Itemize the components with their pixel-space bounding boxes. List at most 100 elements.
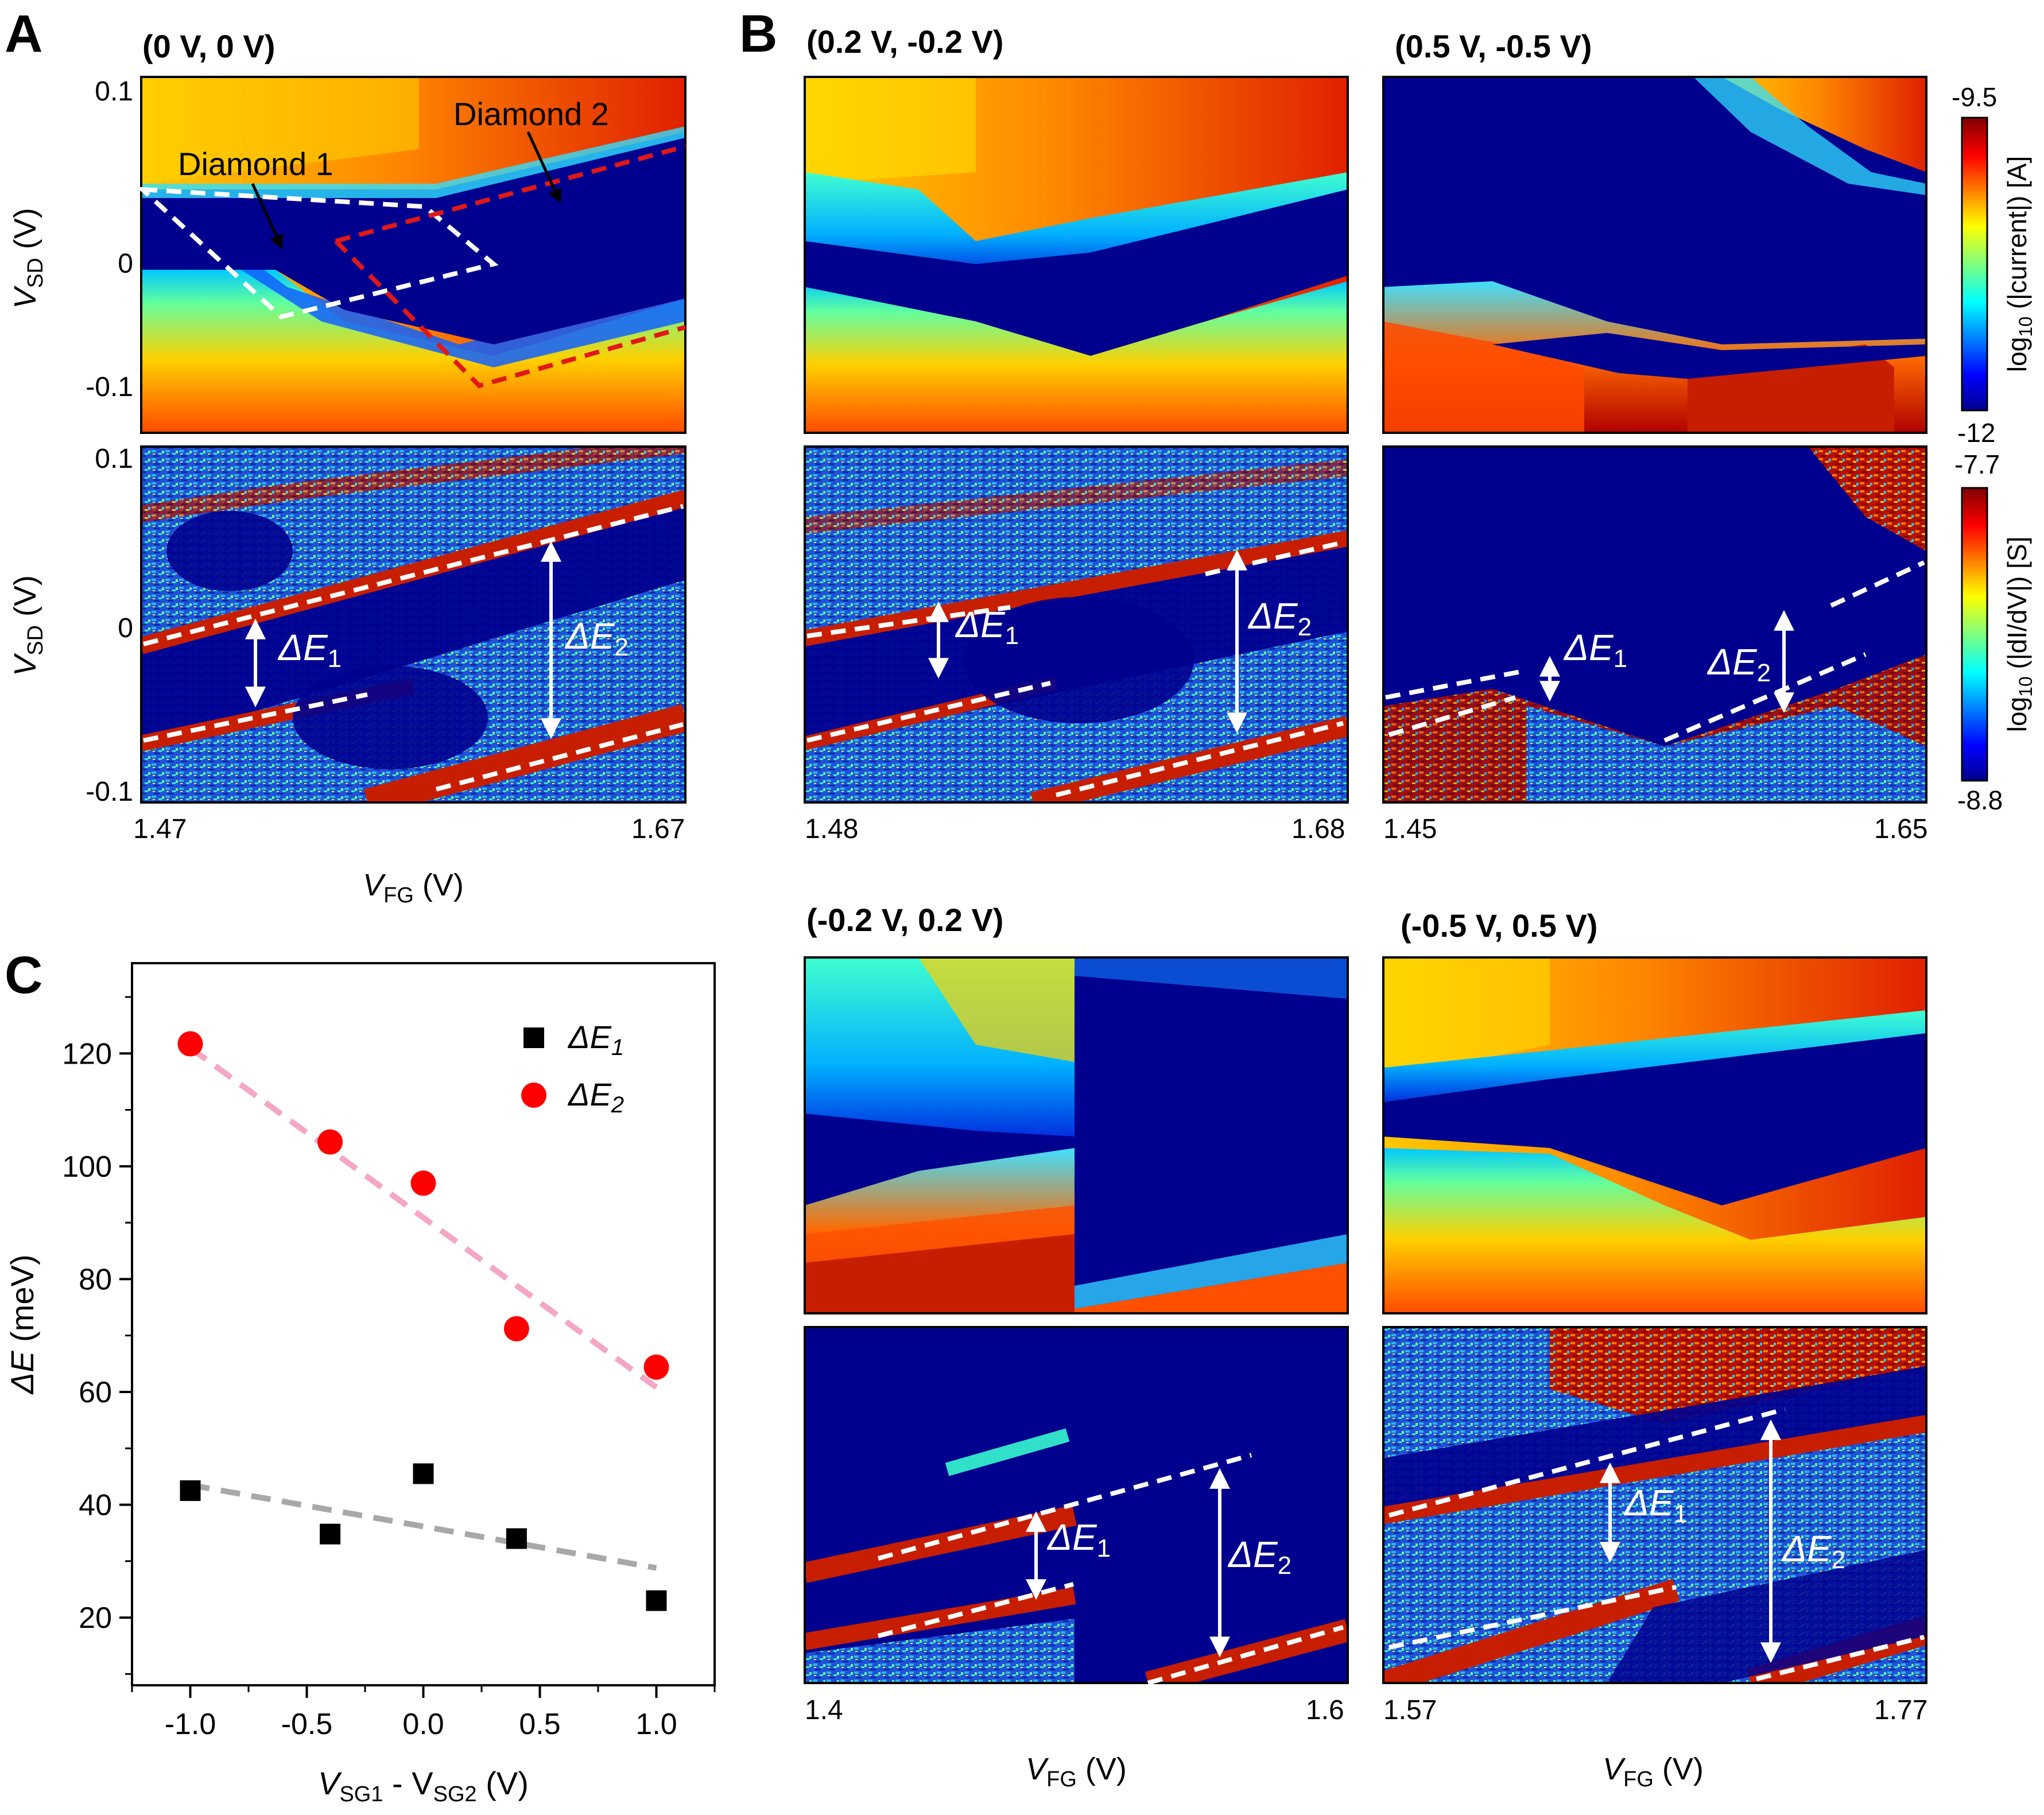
panel-b2-fit-line-2 — [1388, 695, 1516, 737]
data-point-de2 — [317, 1129, 343, 1155]
x-tick-label: 0.0 — [402, 1708, 444, 1741]
panel-a-xlabel: VFG (V) — [363, 868, 464, 908]
scatter-fit-lines — [188, 1045, 658, 1571]
panel-letter-c: C — [5, 946, 42, 1005]
y-tick-label: 40 — [79, 1489, 112, 1522]
legend-label-1: ΔE1 — [567, 1019, 624, 1060]
panel-b3-de2-label: ΔE2 — [1227, 1534, 1291, 1580]
current-colorbar — [1961, 117, 1988, 412]
panel-b3-fit-line-1 — [877, 1453, 1252, 1561]
diamond-2-label: Diamond 2 — [453, 96, 609, 132]
panel-b1-conductance-frame — [804, 445, 1349, 804]
data-point-de1 — [413, 1463, 434, 1484]
data-point-de1 — [320, 1523, 341, 1545]
panel-b1-fit-line-3 — [1056, 721, 1344, 797]
data-point-de1 — [180, 1480, 201, 1501]
scatter-ylabel: ΔE (meV) — [4, 1255, 40, 1395]
current-colorbar-bottom: -12 — [1957, 418, 1995, 448]
panel-b4-fit-line-3 — [1756, 1635, 1925, 1681]
fit-line-2 — [188, 1045, 658, 1390]
panel-b3-de1-label: ΔE1 — [1046, 1517, 1111, 1562]
panel-a2-ytick-bottom: -0.1 — [86, 777, 133, 807]
panel-b3-fit-line-3 — [1147, 1625, 1344, 1685]
panel-b2-conductance-frame — [1382, 445, 1927, 804]
panel-b4-current-frame — [1382, 956, 1927, 1314]
scatter-points — [177, 1031, 669, 1611]
panel-b4-conductance-frame — [1382, 1326, 1927, 1684]
x-tick-label: -0.5 — [281, 1708, 333, 1741]
panel-b4-title: (-0.5 V, 0.5 V) — [1401, 908, 1597, 944]
scatter-xlabel: VSG1 - VSG2 (V) — [318, 1765, 529, 1806]
y-tick-label: 60 — [79, 1376, 112, 1409]
panel-b2-xtick-right: 1.65 — [1874, 814, 1927, 844]
legend-marker-de2 — [521, 1083, 546, 1108]
panel-b1-xtick-left: 1.48 — [805, 814, 858, 844]
diamond-1-label: Diamond 1 — [178, 146, 333, 182]
panel-b1-xtick-right: 1.68 — [1291, 814, 1345, 844]
panel-b1-fit-line-1 — [806, 540, 1344, 638]
x-tick-label: 1.0 — [635, 1708, 677, 1741]
panel-b2-xtick-left: 1.45 — [1383, 814, 1437, 844]
panel-b2-conductance-map — [1383, 447, 1926, 802]
current-colorbar-label: log10 (|current|) [A] — [2002, 156, 2036, 373]
data-point-de2 — [643, 1354, 669, 1380]
panel-a-current-map — [141, 77, 685, 433]
panel-b3-current-frame — [804, 956, 1349, 1314]
panel-b3-title: (-0.2 V, 0.2 V) — [806, 902, 1003, 938]
panel-b3-fit-line-2 — [877, 1582, 1075, 1638]
panel-a-xtick-right: 1.67 — [631, 814, 685, 844]
y-tick-label: 120 — [62, 1037, 112, 1071]
data-point-de2 — [410, 1170, 436, 1196]
panel-b2-current-map — [1383, 77, 1926, 433]
panel-b2-fit-line-3 — [1663, 652, 1867, 743]
y-tick-label: 80 — [79, 1263, 112, 1296]
conductance-colorbar-top: -7.7 — [1954, 449, 2000, 479]
panel-a-ytick-top: 0.1 — [95, 76, 133, 107]
legend-marker-de1 — [523, 1027, 544, 1048]
panel-letter-a: A — [5, 5, 42, 63]
panel-b4-fit-line-1 — [1388, 1407, 1786, 1518]
data-point-de1 — [646, 1590, 667, 1611]
panel-letter-b: B — [739, 5, 777, 63]
panel-b4-xlabel: VFG (V) — [1603, 1752, 1704, 1791]
panel-b2-title: (0.5 V, -0.5 V) — [1395, 28, 1592, 64]
conductance-colorbar-label: log10 (|dI/dV|) [S] — [2002, 537, 2036, 732]
panel-b3-xlabel: VFG (V) — [1026, 1752, 1127, 1791]
diamond-2-arrow — [526, 131, 562, 204]
panel-b4-xtick-left: 1.57 — [1383, 1695, 1437, 1725]
panel-a2-ytick-mid: 0 — [118, 613, 133, 643]
panel-a-fit-line-2 — [143, 692, 368, 743]
y-tick-label: 20 — [79, 1601, 112, 1635]
panel-a-ylabel-top: VSD (V) — [8, 208, 48, 309]
conductance-colorbar — [1961, 487, 1988, 782]
current-colorbar-top: -9.5 — [1952, 82, 1997, 112]
panel-b1-current-frame — [804, 76, 1349, 434]
panel-a-de1-label: ΔE1 — [277, 627, 342, 673]
legend-label-2: ΔE2 — [567, 1076, 624, 1118]
data-point-de1 — [506, 1528, 527, 1549]
panel-b2-current-frame — [1382, 76, 1927, 434]
panel-a-ytick-bottom: -0.1 — [86, 372, 133, 402]
data-point-de2 — [177, 1031, 203, 1057]
panel-b2-fit-line-4 — [1830, 560, 1925, 608]
fit-line-1 — [189, 1482, 657, 1571]
panel-b3-conductance-frame — [804, 1326, 1349, 1684]
panel-b4-fit-line-2 — [1388, 1585, 1677, 1650]
panel-a-conductance-frame — [140, 445, 686, 804]
panel-b4-xtick-right: 1.77 — [1874, 1695, 1927, 1725]
conductance-colorbar-bottom: -8.8 — [1957, 785, 2003, 815]
x-tick-label: 0.5 — [519, 1708, 560, 1741]
panel-a-current-frame — [140, 76, 686, 434]
diamond-1-arrow — [251, 183, 284, 250]
panel-b3-current-map — [805, 957, 1348, 1313]
panel-a-fit-line-3 — [435, 722, 684, 792]
panel-b1-current-map — [805, 77, 1348, 433]
panel-a-ytick-mid: 0 — [118, 249, 133, 279]
panel-a-de2-label: ΔE2 — [564, 615, 629, 661]
panel-a-ylabel-bottom: VSD (V) — [8, 575, 48, 676]
x-tick-label: -1.0 — [165, 1708, 216, 1741]
panel-b2-de1-label: ΔE1 — [1563, 627, 1627, 673]
panel-b2-de2-label: ΔE2 — [1706, 641, 1771, 687]
